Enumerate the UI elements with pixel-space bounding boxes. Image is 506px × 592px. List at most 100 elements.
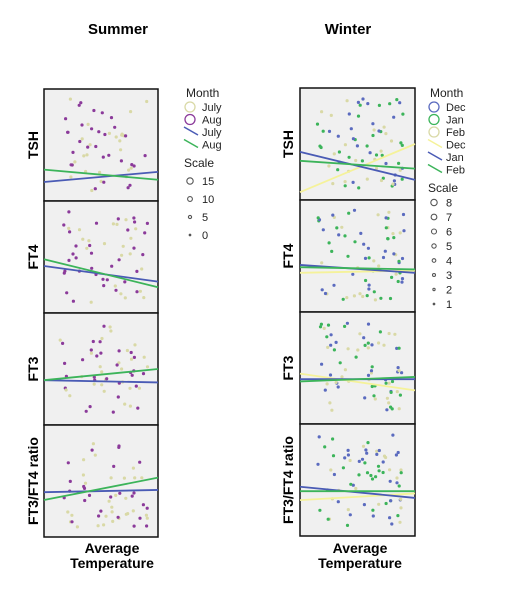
winter-ft4-point (367, 287, 371, 291)
winter-tsh-point (360, 159, 364, 163)
summer-ft3-point (137, 386, 141, 390)
winter-tsh-point (336, 134, 340, 138)
summer-ft3-ft4-ratio-point (131, 509, 135, 513)
winter-ft4-point (400, 277, 405, 281)
summer-ft4-point (134, 227, 138, 231)
summer-tsh-point (100, 111, 104, 115)
summer-ft3-ft4-ratio-point (117, 445, 121, 449)
summer-ft3-ft4-ratio-point (112, 464, 116, 468)
summer-tsh-point (118, 139, 122, 143)
winter-ft3-point (323, 388, 327, 392)
summer-ft4-point (101, 277, 105, 281)
summer-xlabel-line: Temperature (70, 555, 154, 571)
winter-tsh-point (398, 101, 402, 105)
winter-ft3-point (354, 355, 358, 359)
winter-panel-tsh (299, 87, 416, 201)
winter-ft3-ft4-ratio-point (375, 452, 379, 456)
winter-ft4-point (373, 298, 377, 302)
summer-ft3-point (145, 365, 150, 369)
winter-tsh-point (379, 149, 383, 153)
summer-ft4-point (126, 228, 130, 232)
winter-ft3-ft4-ratio-point (388, 516, 392, 520)
winter-ft3-ft4-ratio-point (318, 508, 322, 512)
summer-ft3-point (115, 363, 119, 367)
summer-tsh-point (78, 139, 82, 144)
summer-tsh-point (90, 188, 94, 193)
summer-tsh-point (128, 183, 132, 187)
winter-ft3-point (395, 390, 399, 394)
winter-scale-marker (432, 287, 436, 292)
winter-tsh-fit-line-dec (299, 143, 416, 193)
winter-tsh-point (349, 127, 353, 131)
winter-ft3-point (387, 331, 391, 336)
winter-ft3-point (382, 343, 386, 347)
winter-xlabel-line: Temperature (318, 555, 402, 571)
summer-tsh-point (119, 148, 123, 152)
summer-ft3-fit-line-aug (43, 368, 159, 382)
winter-ft3-point (322, 326, 326, 330)
summer-ft3-point (129, 357, 134, 361)
winter-ft3-ft4-ratio-point (323, 445, 327, 449)
winter-ft4-point (316, 216, 320, 220)
summer-ft4-point (143, 231, 147, 235)
summer-ft3-ft4-ratio-point (104, 514, 108, 518)
summer-ft3-point (92, 375, 96, 379)
winter-tsh-point (384, 161, 388, 166)
summer-ft3-ft4-ratio-point (138, 460, 142, 464)
summer-ft3-ft4-ratio-point (87, 493, 92, 497)
summer-ft3-point (105, 377, 109, 381)
winter-scale-label: 2 (446, 285, 452, 297)
summer-tsh-fit-line-aug (43, 168, 159, 181)
winter-ft4-point (379, 296, 383, 300)
summer-ft3-ft4-ratio-point (70, 513, 74, 517)
summer-ft3-ft4-ratio-point (107, 499, 111, 503)
summer-tsh-point (68, 97, 72, 101)
summer-tsh-point (113, 125, 117, 129)
summer-ft3-point (100, 370, 104, 374)
winter-ft3-ft4-ratio-point (346, 453, 350, 457)
summer-ft3-ft4-ratio-point (133, 476, 137, 480)
winter-ft3-point (397, 346, 401, 350)
summer-tsh-point (120, 132, 124, 136)
summer-scale-label: 15 (202, 176, 214, 188)
summer-tsh-point (77, 103, 81, 107)
winter-legend-label-feb: Feb (446, 127, 465, 139)
summer-ft3-ft4-ratio-point (131, 466, 135, 470)
summer-ft4-point (105, 278, 109, 282)
summer-ft4-point (128, 252, 132, 256)
winter-ft4-point (363, 256, 368, 260)
winter-ft3-point (363, 343, 367, 347)
summer-tsh-fit-line-july (43, 170, 159, 183)
summer-ft4-point (111, 222, 115, 226)
winter-ft3-point (395, 346, 399, 350)
winter-ft4-point (332, 215, 336, 219)
summer-ft4-point (119, 292, 123, 296)
winter-ft3-point (319, 322, 323, 326)
winter-tsh-point (321, 129, 325, 133)
summer-ft3-fit-line-july (43, 379, 159, 384)
winter-ft4-point (367, 283, 371, 287)
summer-ft3-ft4-ratio-point (141, 503, 145, 507)
winter-ft3-ft4-ratio-point (326, 517, 330, 521)
winter-ft4-point (352, 208, 357, 212)
summer-ft4-point (89, 300, 93, 304)
winter-ft3-ft4-ratio-point (316, 462, 320, 466)
winter-tsh-point (397, 161, 401, 165)
winter-ft4-point (398, 231, 402, 235)
summer-ft3-point (102, 389, 106, 393)
winter-tsh-point (395, 98, 399, 102)
winter-tsh-point (327, 164, 331, 168)
summer-tsh-point (80, 137, 84, 141)
summer-tsh-point (82, 154, 86, 158)
winter-legend-title: Month (430, 86, 463, 100)
winter-ft3-point (378, 330, 382, 334)
summer-ft3-ft4-ratio-point (145, 506, 149, 510)
summer-ft3-ft4-ratio-point (145, 524, 149, 528)
summer-ft4-point (133, 220, 137, 224)
summer-ft4-point (71, 299, 75, 303)
winter-xlabel-line: Average (333, 540, 388, 556)
winter-tsh-point (365, 177, 369, 181)
summer-legend-label-aug: Aug (202, 115, 222, 127)
winter-ft4-point (361, 294, 365, 299)
